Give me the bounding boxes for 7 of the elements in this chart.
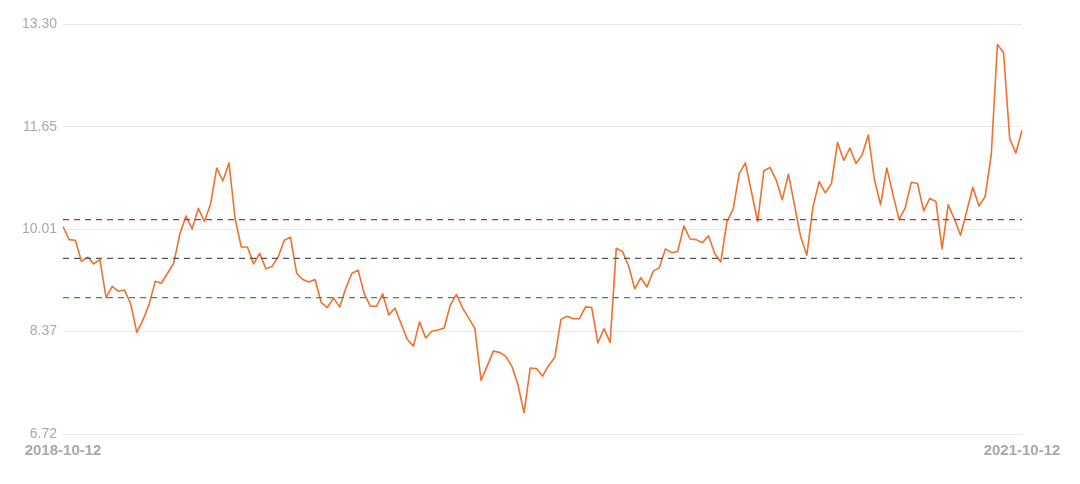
y-tick-label: 8.37 xyxy=(29,322,58,339)
y-tick-label: 13.30 xyxy=(21,14,58,31)
y-tick-label: 10.01 xyxy=(21,219,58,236)
y-tick-label: 6.72 xyxy=(29,424,58,441)
x-tick-label: 2021-10-12 xyxy=(983,441,1061,459)
x-tick-label: 2018-10-12 xyxy=(24,441,102,459)
y-tick-label: 11.65 xyxy=(23,117,58,134)
